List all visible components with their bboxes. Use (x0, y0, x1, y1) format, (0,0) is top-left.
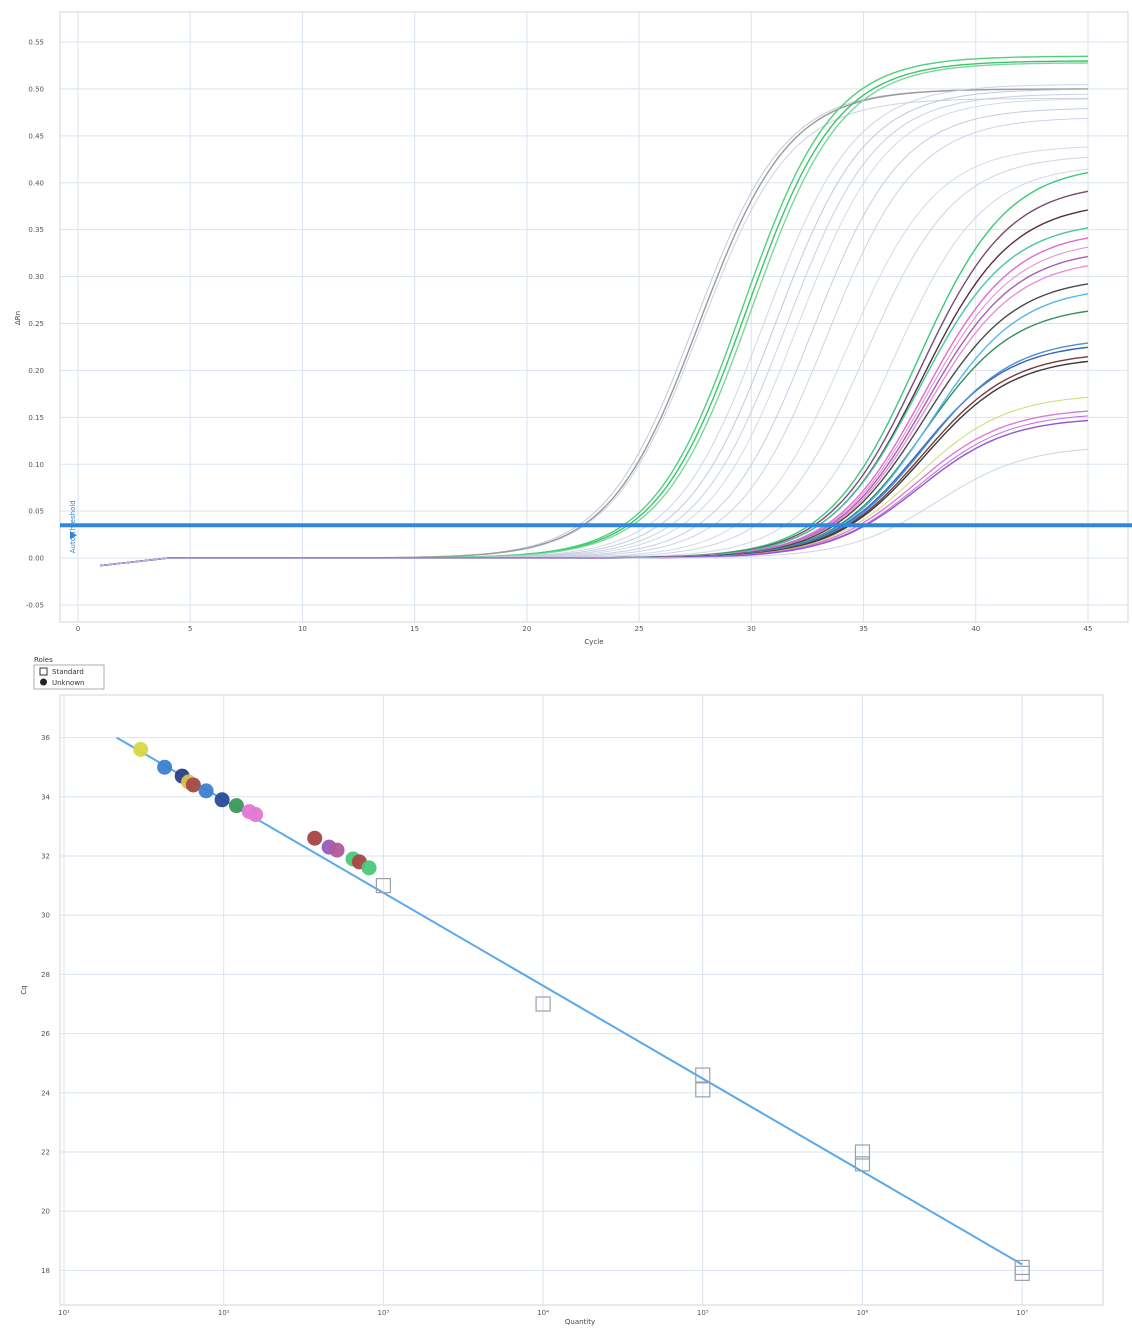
std-y-tick: 26 (41, 1030, 50, 1038)
amp-curve-35 (100, 448, 1089, 567)
std-x-axis-label: Quantity (565, 1318, 595, 1326)
roles-legend: Roles Standard Unknown (33, 656, 105, 690)
amp-x-tick: 40 (971, 625, 980, 633)
unknown-point-11 (307, 830, 323, 846)
amp-y-tick: 0.40 (28, 179, 44, 187)
amp-x-tick: 5 (188, 625, 192, 633)
std-x-tick: 10² (218, 1309, 230, 1317)
std-x-tick: 10³ (378, 1309, 390, 1317)
std-x-tick: 10⁶ (857, 1309, 869, 1317)
standard-point-1 (375, 878, 391, 894)
std-y-axis-label: Cq (20, 985, 28, 994)
amp-x-tick: 45 (1084, 625, 1093, 633)
amp-x-tick: 25 (635, 625, 644, 633)
standard-point-5 (854, 1144, 871, 1160)
amp-y-axis-label: ΔRn (14, 311, 22, 325)
amp-x-tick: 15 (410, 625, 419, 633)
std-y-tick: 20 (41, 1208, 50, 1216)
standard-square-icon (39, 667, 48, 676)
unknown-circle-icon (40, 678, 47, 686)
amp-y-tick: 0.20 (28, 367, 44, 375)
unknown-point-13 (329, 842, 345, 858)
unknown-point-6 (198, 783, 214, 799)
std-y-tick-labels: 18 20 22 24 26 28 30 32 34 36 (41, 734, 50, 1275)
legend-box (33, 664, 105, 690)
amp-y-tick: -0.05 (26, 602, 44, 610)
unknown-point-2 (157, 759, 173, 775)
std-x-tick: 10⁴ (537, 1309, 549, 1317)
unknown-point-10 (248, 807, 264, 823)
legend-item-standard: Standard (52, 668, 84, 676)
legend-item-unknown: Unknown (52, 679, 85, 687)
unknown-point-7 (214, 792, 230, 808)
std-x-tick-labels: 10¹ 10² 10³ 10⁴ 10⁵ 10⁶ 10⁷ (58, 1309, 1028, 1317)
std-y-tick: 36 (41, 734, 50, 742)
legend-title: Roles (34, 656, 53, 664)
amplification-plot: Auto Threshold 0 5 10 15 20 25 30 35 40 45 -0.05 0… (14, 11, 1132, 646)
amp-y-tick: 0.25 (28, 320, 44, 328)
std-y-tick: 18 (41, 1267, 50, 1275)
std-y-tick: 34 (41, 793, 50, 801)
standard-point-8 (1014, 1265, 1030, 1281)
amp-y-tick: 0.45 (28, 132, 44, 140)
amp-y-tick: 0.35 (28, 226, 44, 234)
standard-points (375, 878, 1030, 1281)
amp-y-tick: 0.05 (28, 508, 44, 516)
amp-x-axis-label: Cycle (584, 638, 603, 646)
amp-x-tick: 35 (859, 625, 868, 633)
standard-curve-plot: 10¹ 10² 10³ 10⁴ 10⁵ 10⁶ 10⁷ 18 20 22 24 26 28 30 32 34… (20, 694, 1104, 1326)
amp-y-tick: 0.30 (28, 273, 44, 281)
amp-x-tick: 10 (298, 625, 307, 633)
threshold-arrow-icon[interactable] (70, 531, 77, 540)
unknown-points (133, 741, 377, 876)
unknown-point-5 (185, 777, 201, 793)
std-x-tick: 10⁵ (697, 1309, 709, 1317)
amp-x-tick: 30 (747, 625, 756, 633)
std-y-tick: 24 (41, 1089, 50, 1097)
amp-y-tick: 0.50 (28, 85, 44, 93)
amp-x-tick-labels: 0 5 10 15 20 25 30 35 40 45 (76, 625, 1093, 633)
amp-plot-area (59, 11, 1129, 623)
std-x-tick: 10¹ (58, 1309, 70, 1317)
amp-y-tick: 0.00 (28, 555, 44, 563)
regression-line (116, 736, 1023, 1266)
amp-x-tick: 20 (522, 625, 531, 633)
amp-y-tick: 0.10 (28, 461, 44, 469)
amp-y-tick-labels: -0.05 0.00 0.05 0.10 0.15 0.20 0.25 0.30 0.35 0.4… (26, 39, 44, 610)
std-y-tick: 22 (41, 1149, 50, 1157)
std-y-tick: 30 (41, 912, 50, 920)
std-gridlines (60, 695, 1103, 1305)
standard-point-3 (695, 1067, 711, 1083)
standard-point-4 (695, 1082, 711, 1098)
threshold-label: Auto Threshold (69, 500, 77, 553)
unknown-point-16 (361, 860, 377, 876)
amp-y-tick: 0.15 (28, 414, 44, 422)
unknown-point-1 (133, 741, 149, 757)
standard-point-2 (535, 996, 551, 1012)
amp-y-tick: 0.55 (28, 39, 44, 47)
amp-x-tick: 0 (76, 625, 80, 633)
std-x-tick: 10⁷ (1016, 1309, 1028, 1317)
std-plot-area (59, 694, 1104, 1306)
std-y-tick: 32 (41, 853, 50, 861)
amp-curves (100, 55, 1089, 567)
standard-point-6 (854, 1156, 871, 1172)
unknown-point-8 (228, 798, 244, 814)
threshold-handle[interactable]: Auto Threshold (69, 500, 77, 553)
std-y-tick: 28 (41, 971, 50, 979)
